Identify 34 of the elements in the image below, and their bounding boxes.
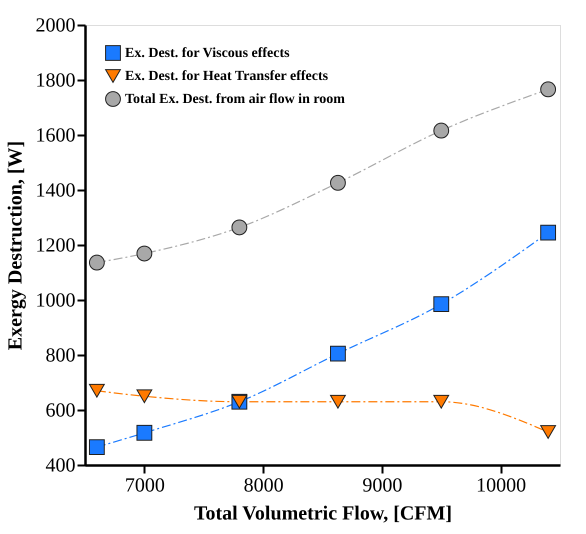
legend-label: Ex. Dest. for Heat Transfer effects — [125, 69, 329, 84]
y-axis-title: Exergy Destruction, [W] — [4, 140, 26, 350]
legend-label: Total Ex. Dest. from air flow in room — [125, 92, 346, 107]
x-tick-label: 8000 — [244, 474, 284, 496]
point — [433, 394, 450, 409]
point — [540, 224, 556, 241]
point — [88, 439, 105, 456]
y-tick-label: 400 — [46, 454, 76, 476]
y-tick-label: 1600 — [36, 124, 76, 146]
legend-label: Ex. Dest. for Viscous effects — [125, 46, 290, 61]
point — [88, 254, 105, 270]
y-tick-label: 1000 — [36, 290, 76, 312]
point — [88, 384, 105, 398]
x-axis-title: Total Volumetric Flow, [CFM] — [194, 502, 452, 524]
point — [330, 346, 346, 362]
y-tick-label: 1800 — [36, 70, 76, 92]
y-tick-label: 1400 — [36, 180, 76, 202]
point — [231, 220, 248, 236]
point — [330, 174, 346, 191]
point — [136, 389, 152, 404]
point — [540, 425, 556, 439]
x-tick-label: 10000 — [476, 474, 526, 496]
point — [433, 296, 450, 312]
y-tick-label: 2000 — [36, 14, 76, 36]
x-tick-label: 7000 — [124, 474, 165, 496]
y-tick-label: 600 — [46, 400, 76, 422]
y-tick-label: 1200 — [36, 234, 76, 256]
point — [433, 122, 450, 138]
y-tick-label: 800 — [46, 344, 76, 366]
x-tick-label: 9000 — [362, 474, 402, 496]
point — [540, 81, 556, 98]
point — [136, 424, 152, 441]
point — [330, 394, 346, 409]
point — [136, 246, 152, 262]
